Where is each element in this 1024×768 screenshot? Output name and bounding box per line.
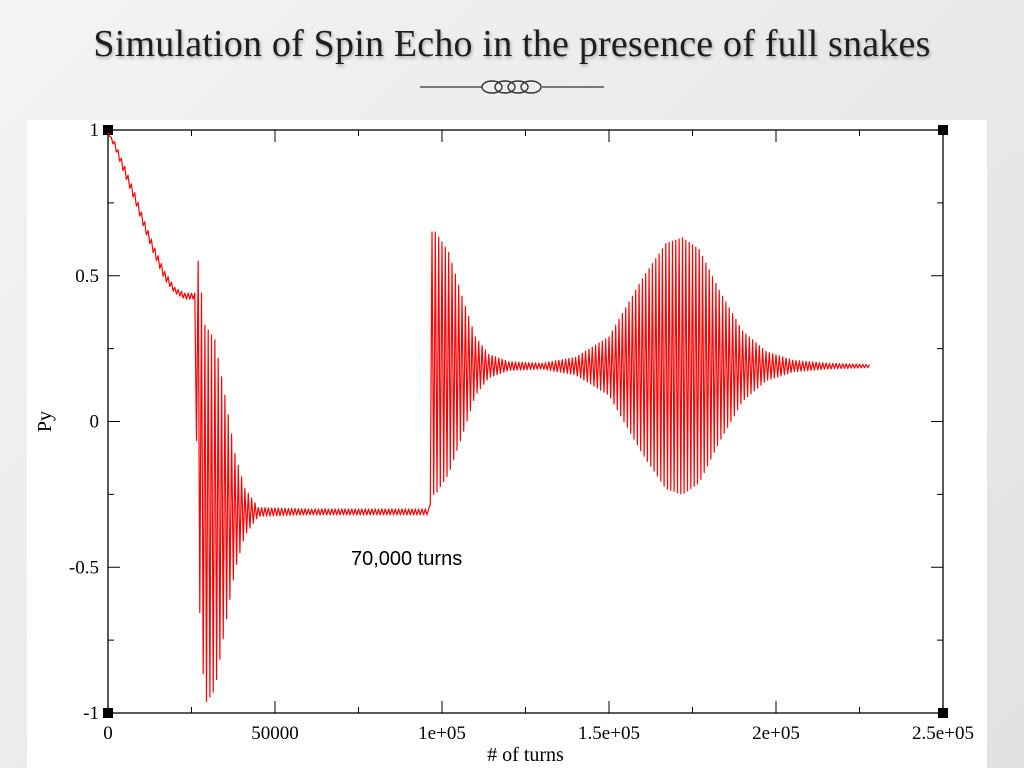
x-tick-label: 2.5e+05 — [912, 723, 974, 744]
plot-panel: 0 50000 1e+05 1.5e+05 2e+05 2.5e+05 -1 -0.5 0 0.5… — [27, 120, 987, 768]
y-tick-label: 1 — [90, 120, 100, 141]
y-tick-label: 0 — [90, 412, 100, 433]
series-line — [107, 132, 871, 703]
x-tick-label: 2e+05 — [752, 723, 800, 744]
y-tick-label: -0.5 — [69, 557, 99, 578]
x-axis-label: # of turns — [487, 744, 564, 766]
annotation-turns: 70,000 turns — [351, 548, 463, 570]
x-tick-label: 0 — [103, 723, 113, 744]
slide-title: Simulation of Spin Echo in the presence … — [93, 23, 931, 65]
y-axis-label: Py — [34, 411, 56, 432]
ornament-divider-icon — [420, 80, 604, 94]
x-tick-label: 50000 — [251, 723, 299, 744]
plot-frame — [107, 129, 944, 714]
y-tick-label: 0.5 — [75, 266, 99, 287]
spin-echo-chart: 0 50000 1e+05 1.5e+05 2e+05 2.5e+05 -1 -0.5 0 0.5… — [34, 120, 974, 766]
x-tick-label: 1.5e+05 — [578, 723, 640, 744]
y-tick-label: -1 — [83, 703, 99, 724]
x-tick-label: 1e+05 — [418, 723, 466, 744]
